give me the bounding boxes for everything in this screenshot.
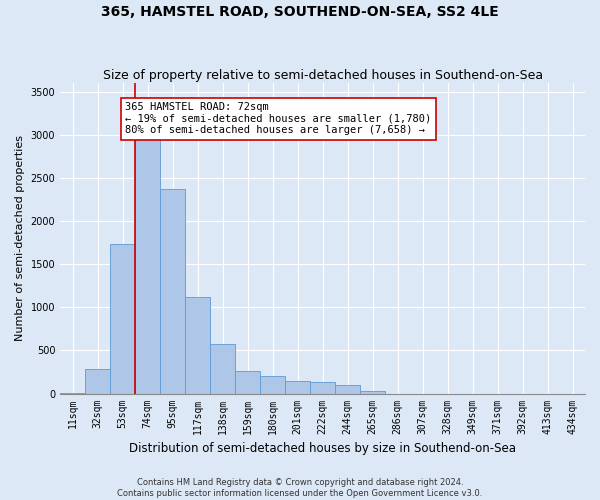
- Bar: [110, 244, 135, 394]
- Bar: [60, 392, 85, 394]
- Bar: [235, 370, 260, 394]
- Bar: [185, 297, 210, 394]
- Text: 365, HAMSTEL ROAD, SOUTHEND-ON-SEA, SS2 4LE: 365, HAMSTEL ROAD, SOUTHEND-ON-SEA, SS2 …: [101, 5, 499, 19]
- Bar: [360, 391, 385, 394]
- Y-axis label: Number of semi-detached properties: Number of semi-detached properties: [15, 136, 25, 342]
- Bar: [260, 376, 285, 394]
- Text: 365 HAMSTEL ROAD: 72sqm
← 19% of semi-detached houses are smaller (1,780)
80% of: 365 HAMSTEL ROAD: 72sqm ← 19% of semi-de…: [125, 102, 431, 136]
- Bar: [285, 380, 310, 394]
- Bar: [160, 189, 185, 394]
- Bar: [335, 386, 360, 394]
- Bar: [135, 116, 160, 394]
- Bar: [310, 382, 335, 394]
- Bar: [210, 344, 235, 394]
- Text: Contains HM Land Registry data © Crown copyright and database right 2024.
Contai: Contains HM Land Registry data © Crown c…: [118, 478, 482, 498]
- Bar: [85, 368, 110, 394]
- X-axis label: Distribution of semi-detached houses by size in Southend-on-Sea: Distribution of semi-detached houses by …: [129, 442, 516, 455]
- Title: Size of property relative to semi-detached houses in Southend-on-Sea: Size of property relative to semi-detach…: [103, 69, 542, 82]
